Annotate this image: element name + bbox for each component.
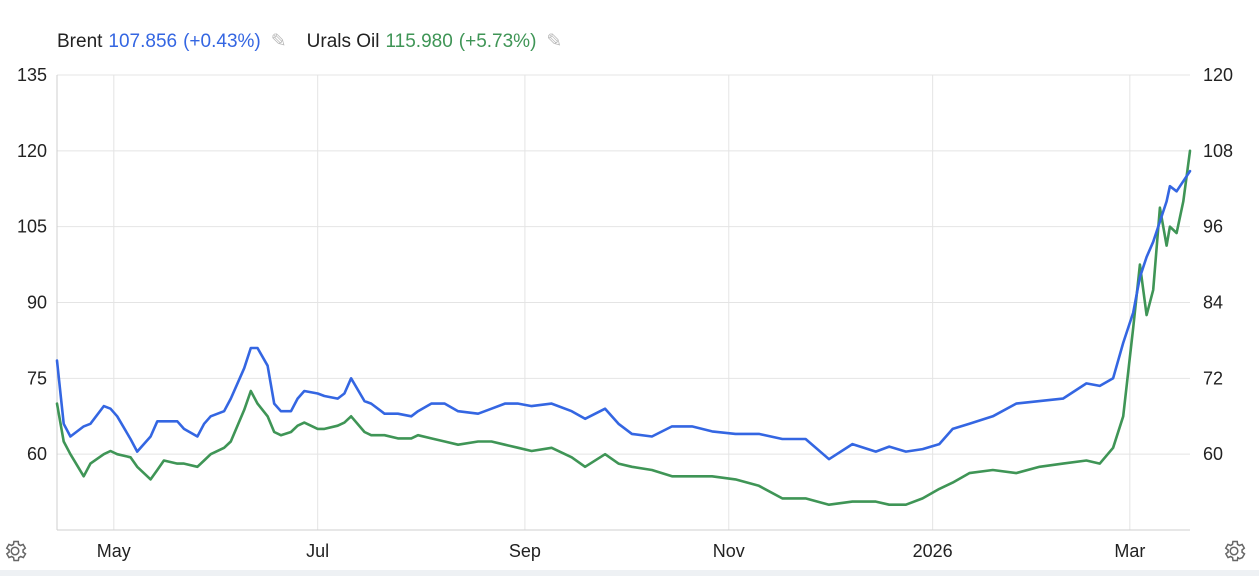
y-left-tick-label: 105 [17,217,47,237]
legend-brent-name: Brent [57,30,103,52]
bottom-strip [0,570,1259,576]
y-left-tick-label: 60 [27,444,47,464]
legend-urals-name: Urals Oil [306,30,380,52]
y-right-tick-label: 120 [1203,65,1233,85]
y-right-tick-label: 96 [1203,217,1223,237]
x-tick-label: 2026 [913,541,953,561]
x-tick-label: Nov [713,541,745,561]
legend-urals-value: 115.980 [385,30,453,52]
x-tick-label: Jul [306,541,329,561]
y-left-tick-label: 135 [17,65,47,85]
pencil-icon[interactable]: ✎ [270,31,287,52]
y-right-tick-label: 60 [1203,444,1223,464]
pencil-icon[interactable]: ✎ [546,31,563,52]
y-left-tick-label: 90 [27,293,47,313]
y-left-tick-label: 120 [17,141,47,161]
chart-legend: Brent 107.856 (+0.43%) ✎ Urals Oil 115.9… [57,30,582,53]
brent-series-line [55,169,1192,461]
urals-series-line [55,149,1192,507]
y-right-tick-label: 84 [1203,293,1223,313]
x-tick-label: Sep [509,541,541,561]
legend-brent-change: (+0.43%) [183,30,261,52]
y-left-tick-label: 75 [27,368,47,388]
legend-brent-value: 107.856 [108,30,178,52]
legend-urals-change: (+5.73%) [458,30,537,52]
y-right-tick-label: 72 [1203,368,1223,388]
x-tick-label: May [97,541,131,561]
gear-icon[interactable] [2,538,28,564]
y-right-tick-label: 108 [1203,141,1233,161]
x-tick-label: Mar [1114,541,1145,561]
gear-icon[interactable] [1221,538,1247,564]
